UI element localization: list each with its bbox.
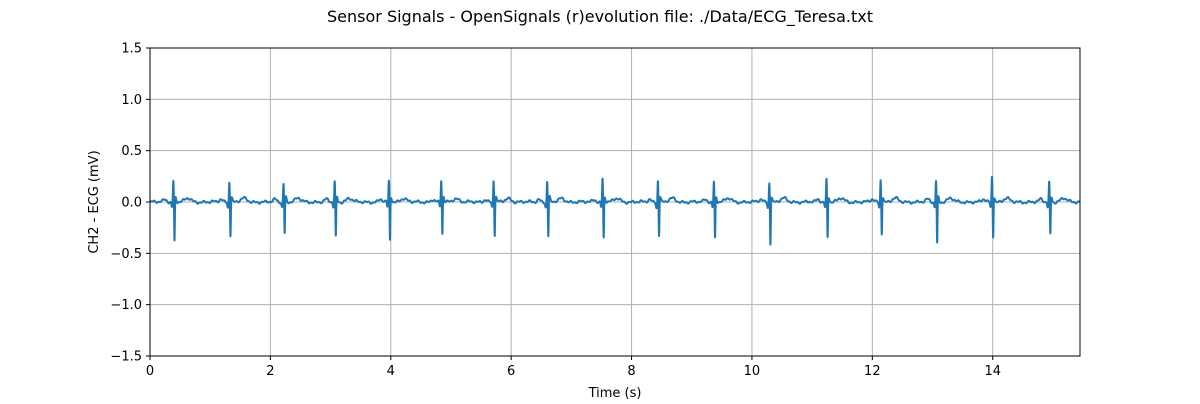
y-tick-label: −1.5 (110, 350, 142, 365)
y-tick-label: −1.0 (110, 298, 142, 313)
x-tick-label: 2 (266, 364, 274, 379)
x-tick-label: 4 (387, 364, 395, 379)
x-tick-label: 6 (507, 364, 515, 379)
x-tick-label: 8 (627, 364, 635, 379)
x-tick-label: 14 (984, 364, 1001, 379)
y-axis-ticks: −1.5 −1.0 −0.5 0.0 0.5 1.0 1.5 (110, 42, 150, 365)
y-axis-label: CH2 - ECG (mV) (87, 150, 102, 253)
x-axis-ticks: 0 2 4 6 8 10 12 14 (146, 356, 1001, 379)
y-tick-label: −0.5 (110, 247, 142, 262)
y-tick-label: 1.5 (121, 42, 142, 57)
y-tick-label: 0.5 (121, 144, 142, 159)
y-tick-label: 1.0 (121, 93, 142, 108)
x-axis-label: Time (s) (588, 386, 642, 400)
ecg-signal-line (149, 175, 1081, 246)
series-layer (149, 175, 1081, 246)
y-tick-label: 0.0 (121, 196, 142, 211)
x-tick-label: 12 (864, 364, 881, 379)
x-tick-label: 10 (744, 364, 761, 379)
x-tick-label: 0 (146, 364, 154, 379)
chart-title: Sensor Signals - OpenSignals (r)evolutio… (327, 7, 873, 27)
